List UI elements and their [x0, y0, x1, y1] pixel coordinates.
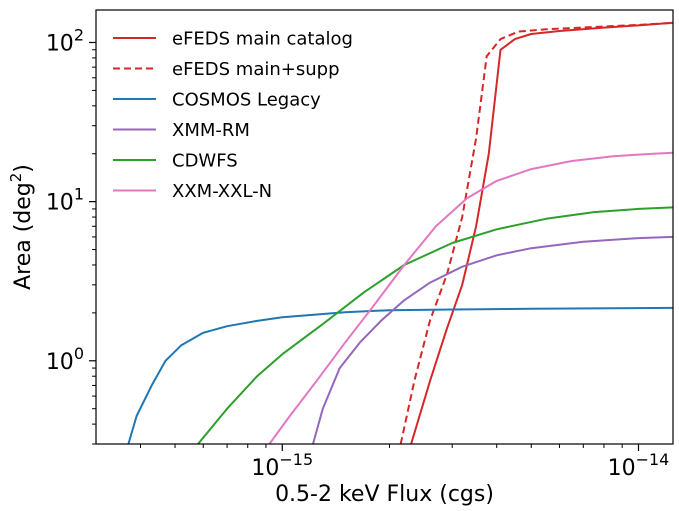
series-line-2 — [127, 306, 673, 444]
legend-label-3: XMM-RM — [172, 120, 250, 141]
y-axis-title: Area (deg2) — [7, 164, 36, 290]
legend-label-4: CDWFS — [172, 151, 238, 172]
y-axis-title-tail: ) — [11, 164, 36, 173]
series-layer — [127, 21, 673, 444]
axes-layer: 10−15 10−14 100 101 102 — [46, 9, 674, 481]
legend-label-2: COSMOS Legacy — [172, 90, 321, 111]
plot-frame — [95, 9, 674, 445]
legend: eFEDS main catalog eFEDS main+supp COSMOS … — [113, 29, 353, 202]
legend-label-0: eFEDS main catalog — [172, 29, 353, 50]
y-tick-label-0: 100 — [46, 344, 84, 375]
x-axis-title: 0.5-2 keV Flux (cgs) — [275, 482, 494, 507]
series-line-3 — [312, 235, 673, 444]
y-axis-title-sup: 2 — [7, 173, 25, 183]
legend-label-5: XXM-XXL-N — [172, 181, 272, 202]
y-tick-label-2: 102 — [46, 25, 84, 56]
series-line-4 — [197, 206, 673, 444]
series-line-0 — [410, 21, 673, 444]
y-tick-label-1: 101 — [46, 185, 84, 216]
y-axis-title-main: Area (deg — [11, 182, 36, 290]
series-line-5 — [268, 151, 673, 444]
x-tick-label-0: 10−15 — [251, 450, 313, 481]
series-line-1 — [399, 21, 673, 444]
legend-label-1: eFEDS main+supp — [172, 59, 340, 80]
x-tick-label-1: 10−14 — [608, 450, 670, 481]
